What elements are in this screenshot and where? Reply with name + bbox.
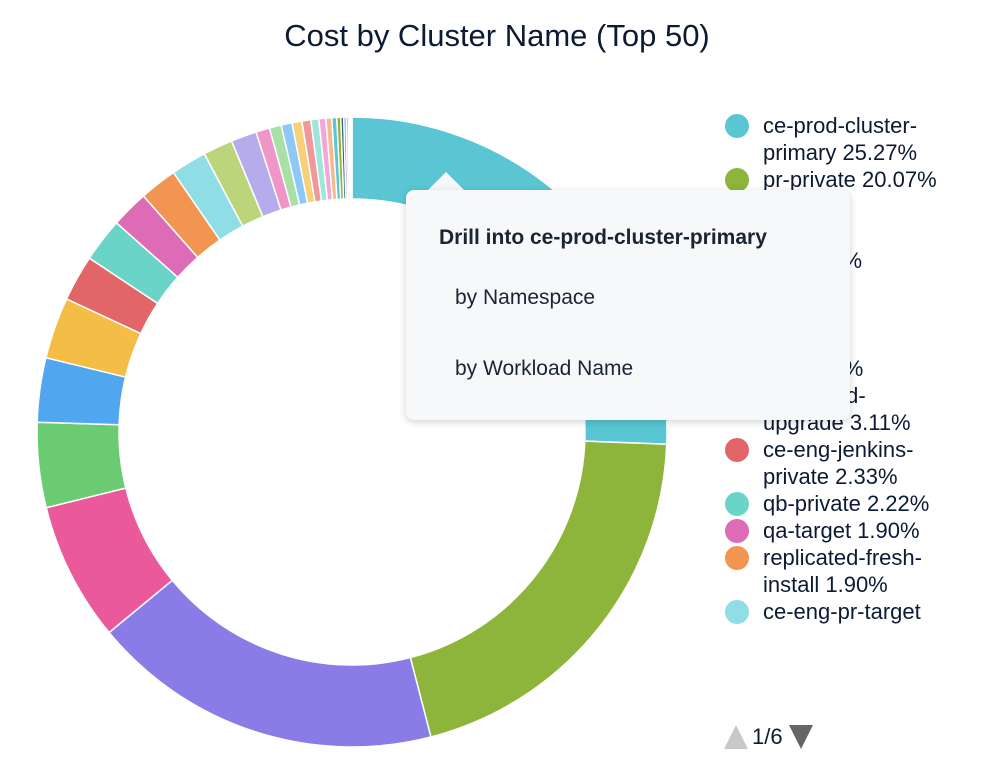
legend-label-line: qa-target 1.90%	[763, 518, 920, 543]
legend-dot-icon	[725, 492, 749, 516]
legend-label: ce-prod-cluster-primary 25.27%	[763, 112, 973, 166]
legend-label-line: ce-eng-jenkins-	[763, 437, 914, 462]
legend-label-line: private 2.33%	[763, 464, 898, 489]
legend-label: ce-eng-jenkins-private 2.33%	[763, 436, 973, 490]
legend-label: ce-eng-pr-target	[763, 598, 973, 652]
legend-item[interactable]: qa-target 1.90%	[724, 517, 994, 544]
pie-slice[interactable]	[409, 440, 668, 738]
legend-item[interactable]: pr-private 20.07%	[724, 166, 994, 193]
legend-item[interactable]: ce-prod-cluster-primary 25.27%	[724, 112, 994, 166]
legend-label-line: replicated-fresh-	[763, 545, 922, 570]
drill-by-workload-name[interactable]: by Workload Name	[455, 357, 634, 380]
legend-label-line: install 1.90%	[763, 572, 888, 597]
chart-title: Cost by Cluster Name (Top 50)	[284, 18, 710, 53]
legend-label: qa-target 1.90%	[763, 517, 973, 544]
legend-dot-icon	[725, 438, 749, 462]
legend-label: pr-private 20.07%	[763, 166, 973, 193]
legend-label-line: primary 25.27%	[763, 140, 918, 165]
legend-dot-icon	[725, 168, 749, 192]
drill-by-namespace[interactable]: by Namespace	[455, 286, 596, 309]
pie-slice[interactable]	[350, 116, 353, 200]
legend-item[interactable]: ce-eng-jenkins-private 2.33%	[724, 436, 994, 490]
legend-item[interactable]: ce-eng-pr-target	[724, 598, 994, 652]
pie-slice[interactable]	[108, 579, 432, 748]
drilldown-tooltip: Drill into ce-prod-cluster-primary by Na…	[406, 190, 850, 420]
legend-label: qb-private 2.22%	[763, 490, 973, 517]
legend-dot-icon	[725, 600, 749, 624]
tooltip-caret	[428, 172, 464, 190]
legend-dot-icon	[725, 114, 749, 138]
legend-pager: 1/6	[724, 724, 813, 750]
legend-label-line: ce-prod-cluster-	[763, 113, 918, 138]
legend-next-icon[interactable]	[788, 725, 813, 749]
legend-dot-icon	[725, 546, 749, 570]
legend-item[interactable]: qb-private 2.22%	[724, 490, 994, 517]
legend-prev-icon[interactable]	[724, 725, 748, 749]
tooltip-title: Drill into ce-prod-cluster-primary	[439, 226, 767, 249]
legend-label-line: qb-private 2.22%	[763, 491, 930, 516]
legend-page: 1/6	[752, 724, 783, 749]
legend-label-line: ce-eng-pr-target	[763, 599, 921, 624]
legend-label-line: pr-private 20.07%	[763, 167, 937, 192]
legend-label-line	[763, 625, 973, 652]
legend-dot-icon	[725, 519, 749, 543]
legend-item[interactable]: replicated-fresh-install 1.90%	[724, 544, 994, 598]
legend-label: replicated-fresh-install 1.90%	[763, 544, 973, 598]
